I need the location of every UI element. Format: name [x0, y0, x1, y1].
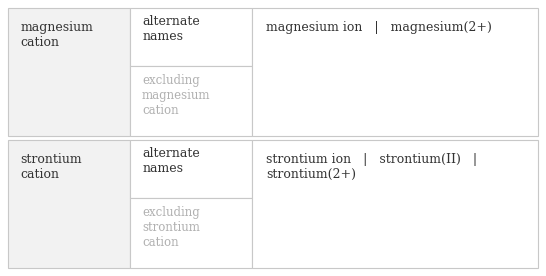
- Text: excluding
strontium
cation: excluding strontium cation: [142, 206, 200, 249]
- Text: excluding
magnesium
cation: excluding magnesium cation: [142, 74, 211, 117]
- Text: strontium ion   |   strontium(II)   |
strontium(2+): strontium ion | strontium(II) | strontiu…: [266, 153, 477, 181]
- Text: alternate
names: alternate names: [142, 15, 200, 43]
- Text: magnesium ion   |   magnesium(2+): magnesium ion | magnesium(2+): [266, 21, 492, 34]
- Text: strontium
cation: strontium cation: [20, 153, 82, 181]
- Text: alternate
names: alternate names: [142, 147, 200, 175]
- Text: magnesium
cation: magnesium cation: [20, 21, 93, 49]
